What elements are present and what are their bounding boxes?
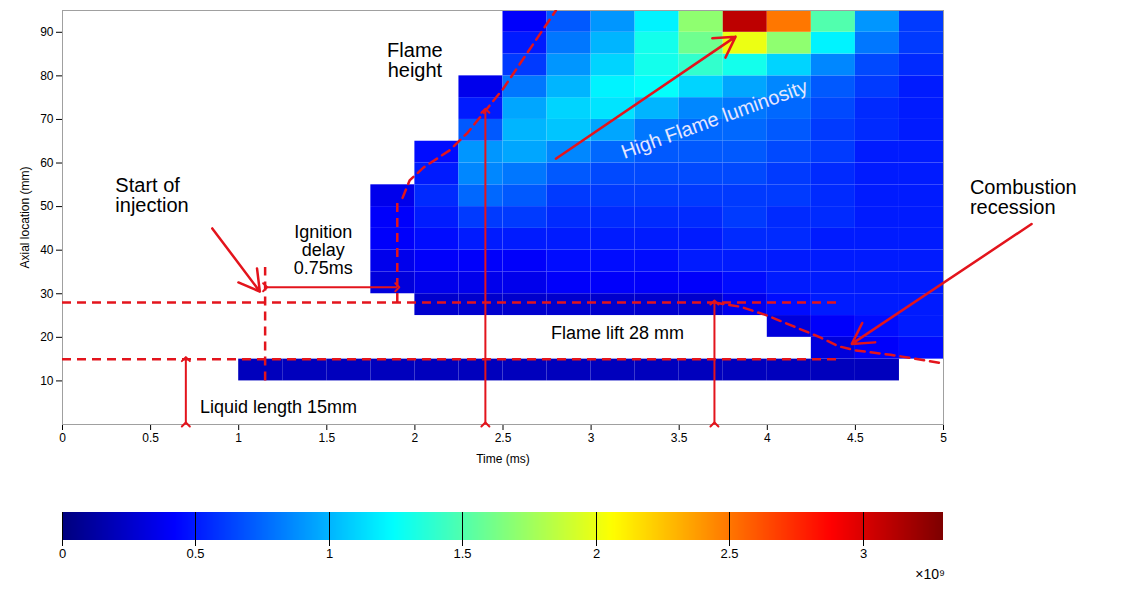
html-text:×10⁹: ×10⁹: [915, 566, 945, 582]
svg-text:Start ofinjection: Start ofinjection: [115, 174, 188, 216]
svg-text:High Flame luminosity: High Flame luminosity: [618, 75, 810, 163]
svg-text:0: 0: [59, 546, 66, 561]
svg-text:2.5: 2.5: [495, 431, 512, 445]
svg-text:2: 2: [412, 431, 419, 445]
svg-text:Time (ms): Time (ms): [476, 452, 530, 466]
svg-text:3.5: 3.5: [671, 431, 688, 445]
svg-text:3: 3: [588, 431, 595, 445]
svg-text:Flameheight: Flameheight: [387, 39, 443, 81]
svg-text:50: 50: [40, 199, 54, 213]
svg-text:30: 30: [40, 287, 54, 301]
svg-text:80: 80: [40, 69, 54, 83]
svg-text:60: 60: [40, 156, 54, 170]
svg-text:0.5: 0.5: [186, 546, 204, 561]
svg-text:Flame lift 28 mm: Flame lift 28 mm: [551, 323, 684, 343]
svg-text:70: 70: [40, 112, 54, 126]
svg-text:Axial location (mm): Axial location (mm): [18, 166, 32, 268]
svg-text:Combustionrecession: Combustionrecession: [970, 176, 1077, 218]
svg-text:40: 40: [40, 243, 54, 257]
svg-text:90: 90: [40, 25, 54, 39]
svg-text:4: 4: [764, 431, 771, 445]
svg-text:1.5: 1.5: [318, 431, 335, 445]
svg-text:1: 1: [235, 431, 242, 445]
svg-text:5: 5: [940, 431, 947, 445]
svg-text:Ignitiondelay0.75ms: Ignitiondelay0.75ms: [294, 222, 353, 278]
svg-text:Liquid length 15mm: Liquid length 15mm: [200, 397, 357, 417]
svg-text:0.5: 0.5: [142, 431, 159, 445]
svg-text:10: 10: [40, 374, 54, 388]
svg-text:3: 3: [860, 546, 867, 561]
svg-text:20: 20: [40, 330, 54, 344]
svg-text:1.5: 1.5: [453, 546, 471, 561]
svg-text:4.5: 4.5: [847, 431, 864, 445]
svg-text:2.5: 2.5: [720, 546, 738, 561]
svg-text:1: 1: [326, 546, 333, 561]
svg-text:0: 0: [59, 431, 66, 445]
svg-text:2: 2: [593, 546, 600, 561]
